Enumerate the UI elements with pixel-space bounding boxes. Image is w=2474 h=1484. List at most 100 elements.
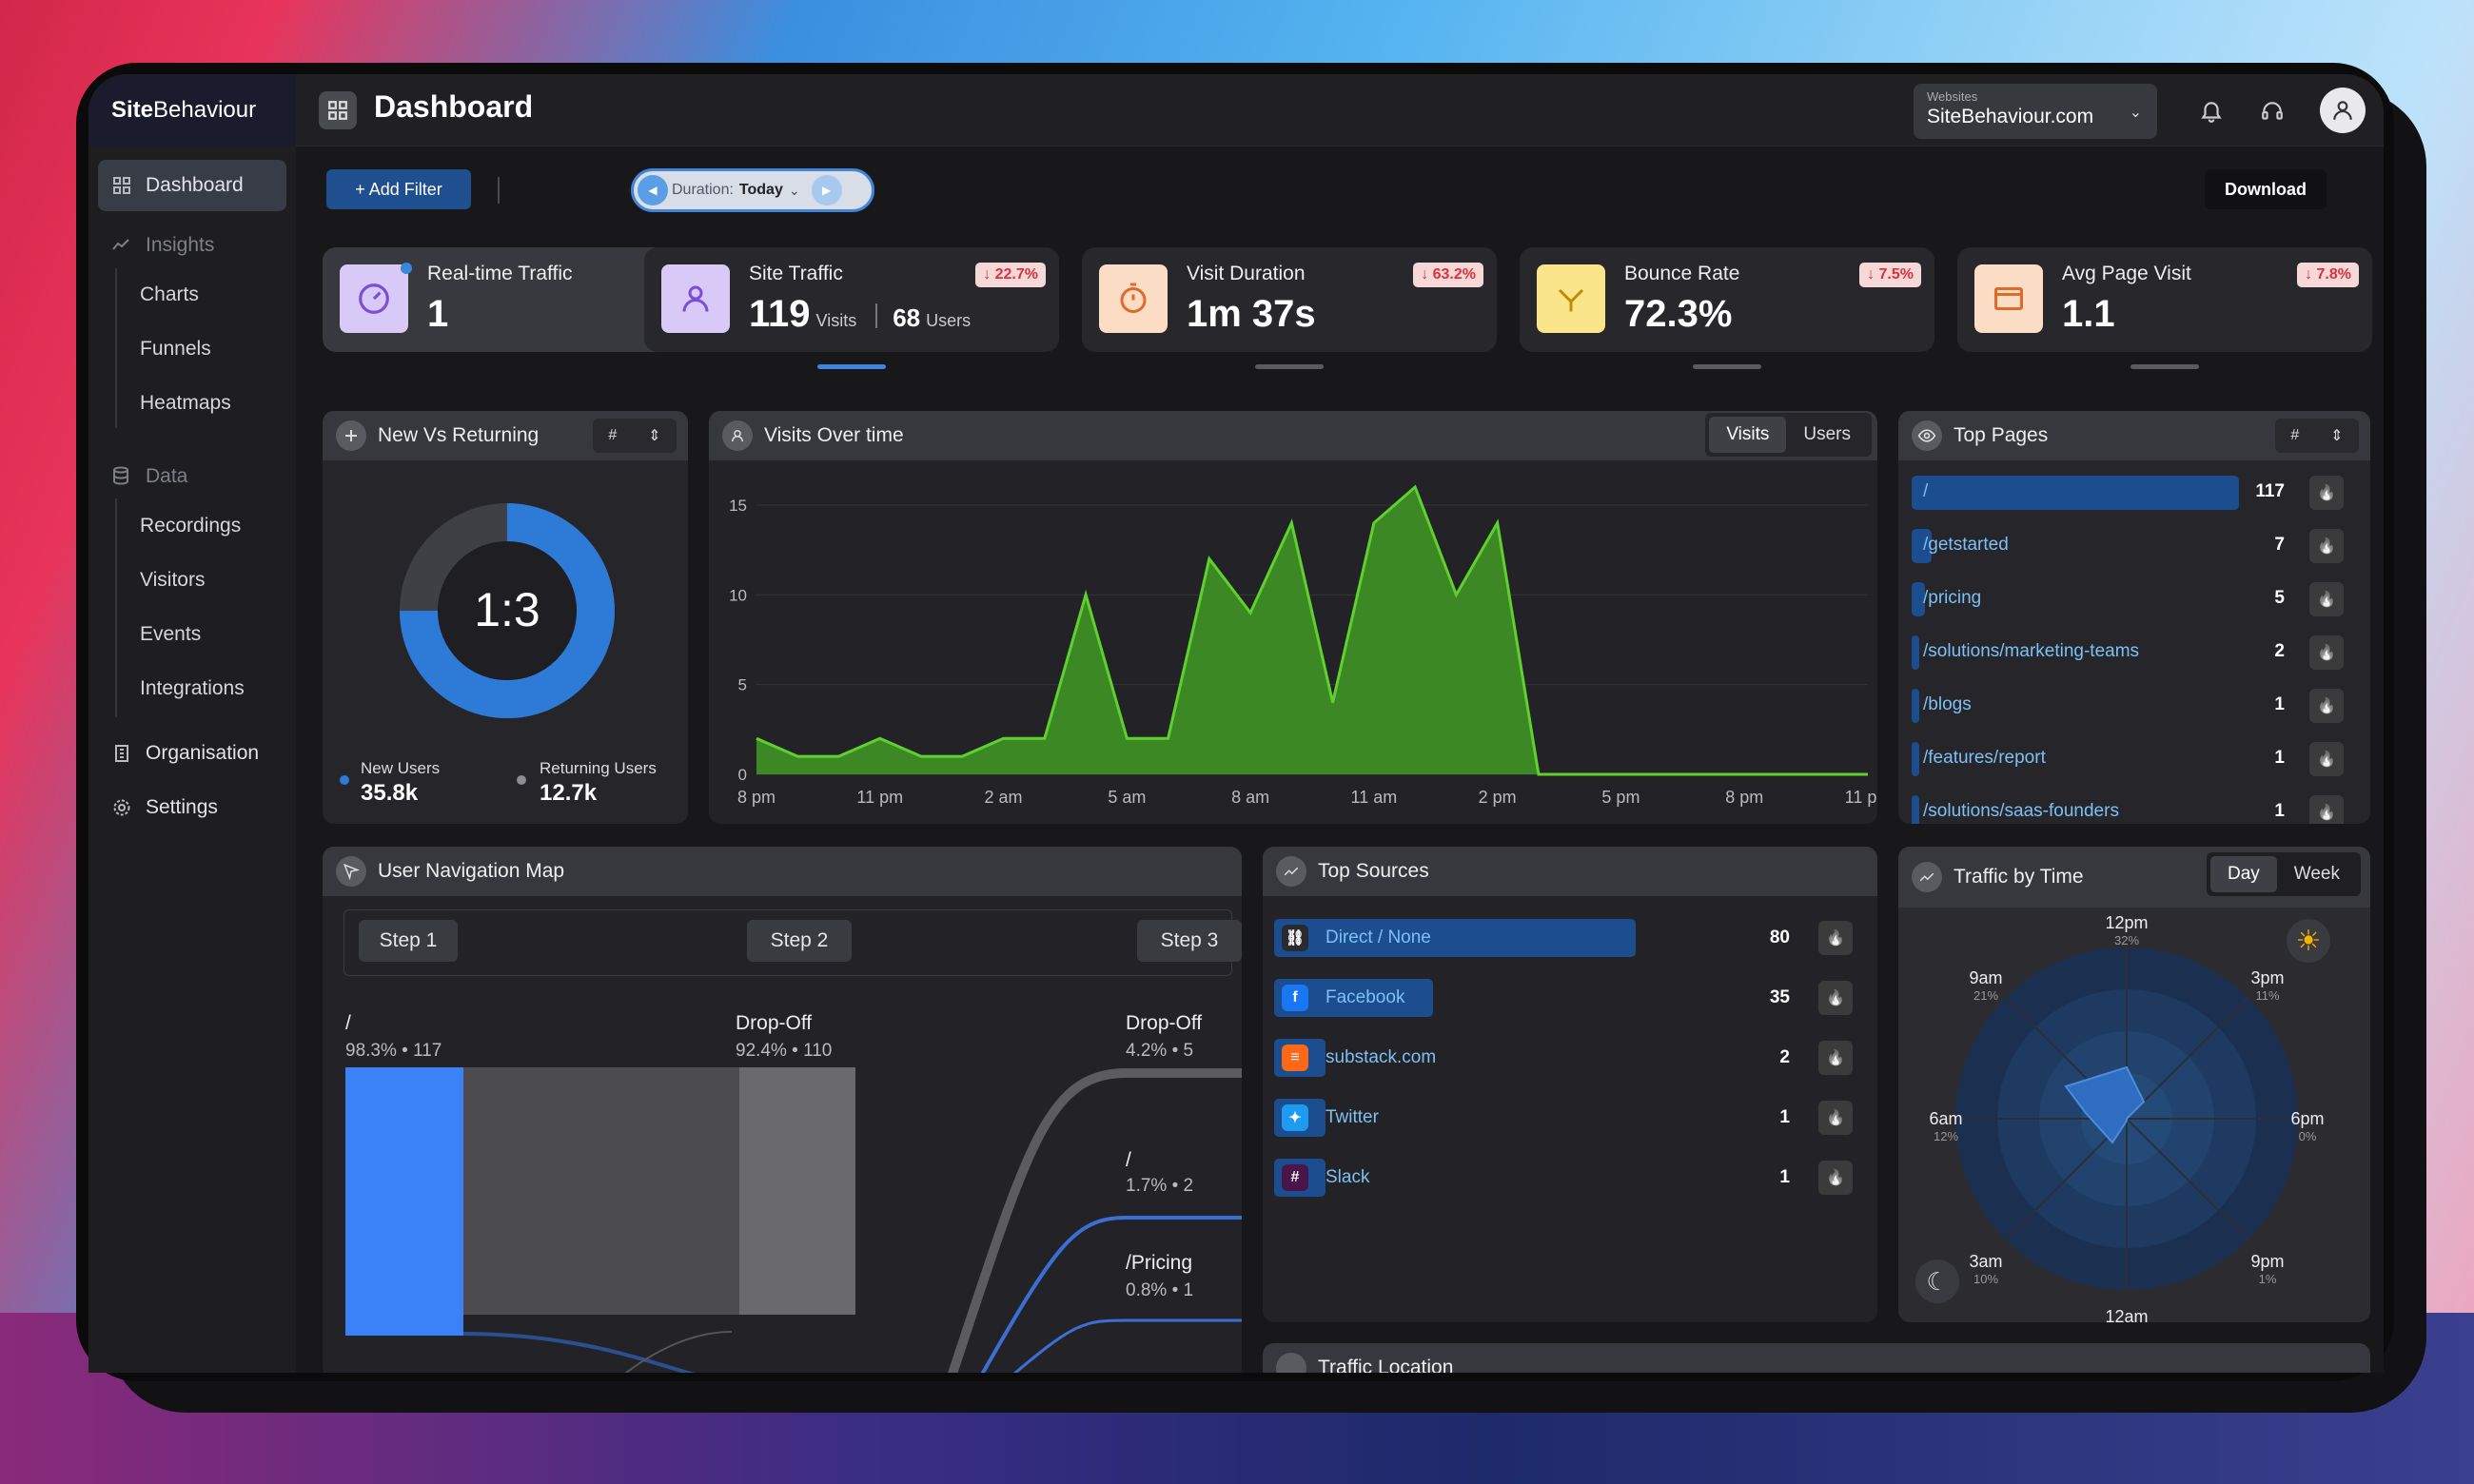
sort-select[interactable]: # ⇕ [2275,419,2359,453]
duration-picker[interactable]: ◀ Duration: Today ⌄ ▶ [631,168,874,212]
list-item[interactable]: /solutions/marketing-teams 2 🔥 [1912,634,2357,672]
sidebar-item-heatmaps[interactable]: Heatmaps [140,392,231,414]
tab-users[interactable]: Users [1803,424,1851,444]
carousel-indicator[interactable] [1693,364,1761,369]
step-1-button[interactable]: Step 1 [359,920,458,962]
trend-up-icon [1912,862,1942,892]
step-2-button[interactable]: Step 2 [747,920,852,962]
speedometer-icon [340,264,408,333]
list-item[interactable]: / 117 🔥 [1912,474,2357,512]
sort-icon: ⇕ [2330,428,2344,444]
list-item[interactable]: /features/report 1 🔥 [1912,740,2357,778]
carousel-indicator[interactable] [1255,364,1324,369]
heatmap-icon[interactable]: 🔥 [2309,689,2344,723]
radar-axis-label: 12pm 32% [2093,913,2160,947]
radar-time: 9am [1969,968,2003,987]
kpi-value: 1.1 [2062,293,2115,335]
kpi-unit-visits: Visits [815,311,857,330]
radar-time: 3pm [2250,968,2285,987]
carousel-indicator[interactable] [817,364,886,369]
heatmap-icon[interactable]: 🔥 [1818,921,1853,955]
sidebar-item-settings[interactable]: Settings [98,782,286,833]
list-item[interactable]: ⛓ Direct / None 80 🔥 [1274,917,1866,959]
legend-returning-label: Returning Users [540,759,657,777]
series-area [756,487,1868,774]
sidebar-item-recordings[interactable]: Recordings [140,515,242,537]
list-item[interactable]: /blogs 1 🔥 [1912,687,2357,725]
tab-visits[interactable]: Visits [1709,417,1787,453]
stopwatch-icon [1099,264,1168,333]
sidebar-item-integrations[interactable]: Integrations [140,677,245,699]
website-selector[interactable]: Websites SiteBehaviour.com ⌄ [1914,84,2157,139]
change-badge: ↓ 7.5% [1859,263,1921,287]
sidebar-item-dashboard[interactable]: Dashboard [98,160,286,211]
plus-icon [336,420,366,451]
next-period-icon[interactable]: ▶ [811,175,842,205]
heatmap-icon[interactable]: 🔥 [2309,476,2344,510]
kpi-card-avg-page-visit[interactable]: Avg Page Visit 1.1 ↓ 7.8% [1957,247,2372,369]
list-item[interactable]: /solutions/saas-founders 1 🔥 [1912,793,2357,824]
dashboard-grid-icon [319,91,357,129]
heatmap-icon[interactable]: 🔥 [2309,582,2344,616]
x-tick-label: 8 pm [737,788,776,807]
radar-axis-label: 9pm 1% [2234,1252,2301,1286]
list-item[interactable]: /getstarted 7 🔥 [1912,527,2357,565]
radar-percent: 21% [1973,988,1999,1003]
donut-center [438,541,577,680]
tab-week[interactable]: Week [2293,864,2340,884]
previous-period-icon[interactable]: ◀ [638,175,668,205]
card-header: Top Pages # ⇕ [1898,411,2370,460]
bell-icon[interactable] [2195,95,2228,127]
sidebar-item-visitors[interactable]: Visitors [140,569,206,591]
tab-day[interactable]: Day [2209,856,2277,892]
list-item[interactable]: ✦ Twitter 1 🔥 [1274,1097,1866,1139]
sidebar-item-events[interactable]: Events [140,623,202,645]
download-button[interactable]: Download [2205,169,2327,209]
sidebar-item-funnels[interactable]: Funnels [140,338,211,360]
heatmap-icon[interactable]: 🔥 [1818,1101,1853,1135]
sun-icon[interactable]: ☀ [2287,919,2330,963]
headset-icon[interactable] [2256,95,2288,127]
step-3-button[interactable]: Step 3 [1137,920,1242,962]
kpi-unit-users: Users [926,311,972,330]
sidebar-item-charts[interactable]: Charts [140,283,199,305]
source-name: Slack [1325,1167,1370,1187]
page-count: 5 [2274,588,2285,608]
list-item[interactable]: ≡ substack.com 2 🔥 [1274,1037,1866,1079]
sidebar-section-label: Data [146,465,188,487]
list-item[interactable]: # Slack 1 🔥 [1274,1157,1866,1199]
sidebar-section-insights[interactable]: Insights [111,234,214,257]
sidebar-section-data[interactable]: Data [111,465,187,488]
heatmap-icon[interactable]: 🔥 [1818,981,1853,1015]
list-item[interactable]: f Facebook 35 🔥 [1274,977,1866,1019]
page-count: 2 [2274,641,2285,661]
heatmap-icon[interactable]: 🔥 [2309,742,2344,776]
visits-users-toggle: Visits Users [1705,413,1872,457]
duration-label: Duration: [672,182,734,198]
kpi-title: Bounce Rate [1624,263,1740,284]
sort-select[interactable]: # ⇕ [593,419,677,453]
heatmap-icon[interactable]: 🔥 [1818,1161,1853,1195]
list-item[interactable]: /pricing 5 🔥 [1912,580,2357,618]
kpi-value: 1m 37s [1187,293,1316,335]
kpi-card-bounce-rate[interactable]: Bounce Rate 72.3% ↓ 7.5% [1520,247,1934,369]
node-label: Drop-Off [1126,1012,1203,1034]
avatar[interactable] [2320,88,2366,133]
kpi-card-visit-duration[interactable]: Visit Duration 1m 37s ↓ 63.2% [1082,247,1497,369]
heatmap-icon[interactable]: 🔥 [2309,795,2344,824]
node-stat: 98.3% • 117 [345,1041,442,1061]
kpi-card-site-traffic[interactable]: Site Traffic 119 Visits 68 Users ↓ 22.7% [644,247,1059,369]
brand-logo[interactable]: Site Behaviour [88,74,296,146]
series-line [756,484,1868,776]
heatmap-icon[interactable]: 🔥 [2309,635,2344,670]
add-filter-button[interactable]: + Add Filter [326,169,471,209]
sidebar-item-organisation[interactable]: Organisation [98,728,286,779]
legend-dot-returning [517,775,526,785]
moon-icon[interactable]: ☾ [1915,1259,1959,1303]
bounce-arrow-icon [1537,264,1605,333]
carousel-indicator[interactable] [2130,364,2199,369]
heatmap-icon[interactable]: 🔥 [2309,529,2344,563]
page-title: Dashboard [374,89,534,124]
sankey-diagram [345,1067,1242,1373]
heatmap-icon[interactable]: 🔥 [1818,1041,1853,1075]
